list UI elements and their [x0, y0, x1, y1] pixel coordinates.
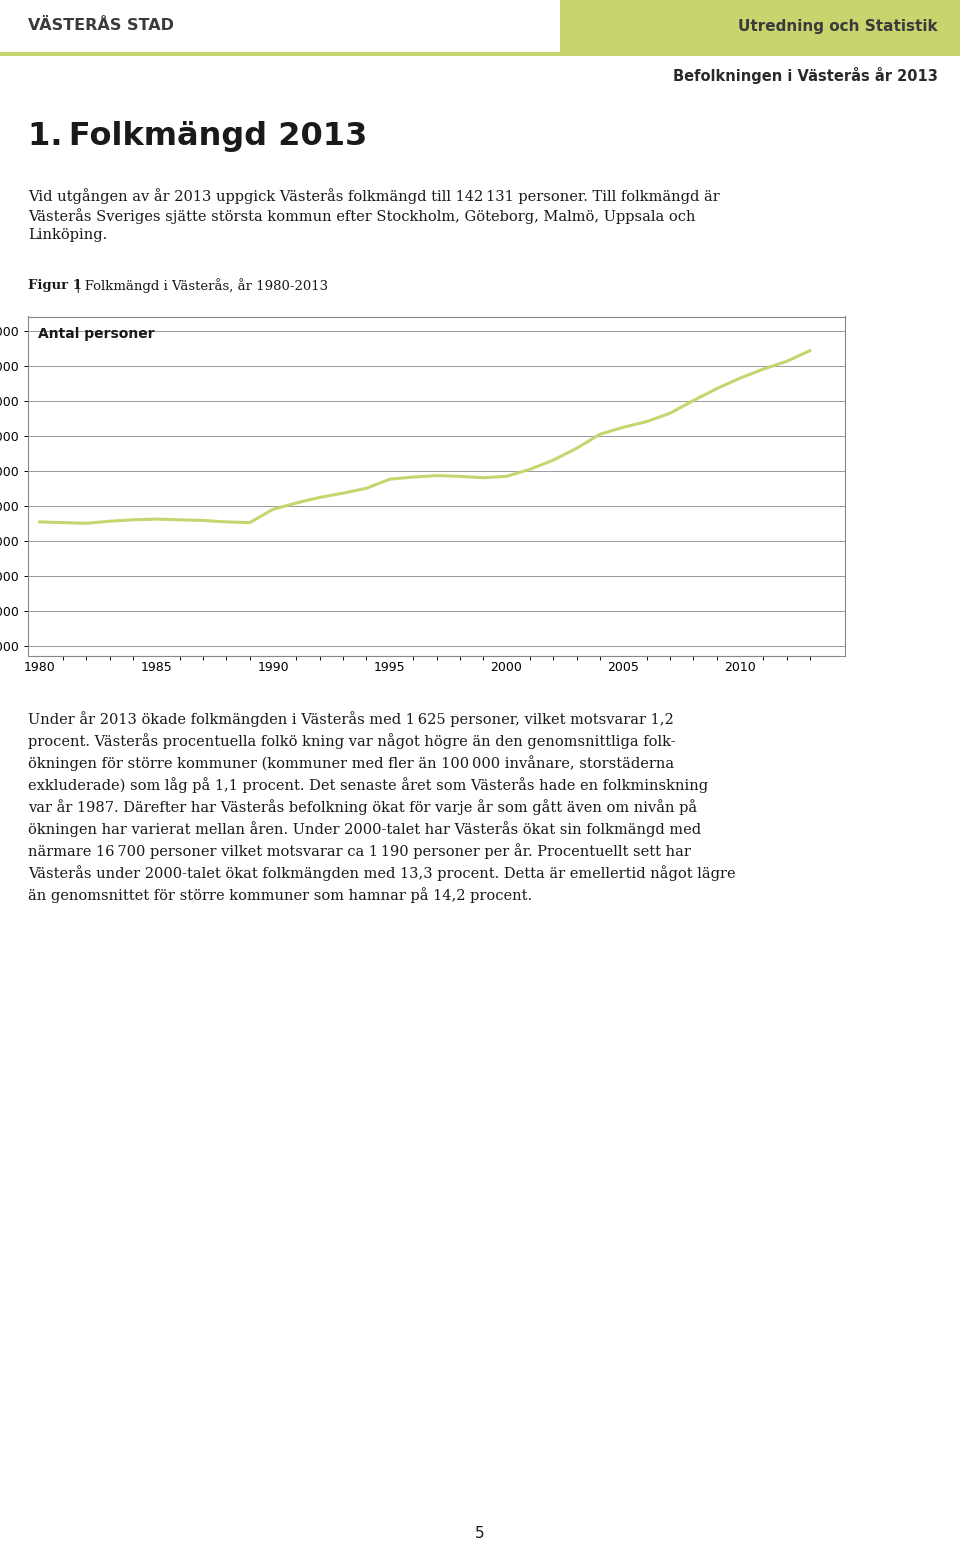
Text: Vid utgången av år 2013 uppgick Västerås folkmängd till 142 131 personer. Till f: Vid utgången av år 2013 uppgick Västerås…: [28, 189, 720, 205]
Text: | Folkmängd i Västerås, år 1980-2013: | Folkmängd i Västerås, år 1980-2013: [76, 278, 328, 294]
Bar: [0, 52, 960, 55]
Text: Västerås Sveriges sjätte största kommun efter Stockholm, Göteborg, Malmö, Uppsal: Västerås Sveriges sjätte största kommun …: [28, 208, 695, 224]
Text: Linköping.: Linköping.: [28, 228, 108, 242]
Text: procent. Västerås procentuella folkö kning var något högre än den genomsnittliga: procent. Västerås procentuella folkö kni…: [28, 734, 676, 749]
Bar: [560, 0, 960, 52]
Text: Under år 2013 ökade folkmängden i Västerås med 1 625 personer, vilket motsvarar : Under år 2013 ökade folkmängden i Väster…: [28, 712, 674, 727]
Text: Antal personer: Antal personer: [37, 327, 155, 341]
Text: ökningen har varierat mellan åren. Under 2000-talet har Västerås ökat sin folkmä: ökningen har varierat mellan åren. Under…: [28, 821, 701, 837]
Text: 1. Folkmängd 2013: 1. Folkmängd 2013: [28, 120, 368, 152]
Text: Västerås under 2000-talet ökat folkmängden med 13,3 procent. Detta är emellertid: Västerås under 2000-talet ökat folkmängd…: [28, 865, 735, 882]
Text: Utredning och Statistik: Utredning och Statistik: [738, 19, 938, 33]
Text: var år 1987. Därefter har Västerås befolkning ökat för varje år som gått även om: var år 1987. Därefter har Västerås befol…: [28, 799, 697, 815]
Text: Befolkningen i Västerås år 2013: Befolkningen i Västerås år 2013: [673, 67, 938, 84]
Text: närmare 16 700 personer vilket motsvarar ca 1 190 personer per år. Procentuellt : närmare 16 700 personer vilket motsvarar…: [28, 843, 691, 859]
Text: ökningen för större kommuner (kommuner med fler än 100 000 invånare, storstädern: ökningen för större kommuner (kommuner m…: [28, 755, 674, 771]
Text: VÄSTERÅS STAD: VÄSTERÅS STAD: [28, 19, 174, 33]
Text: än genomsnittet för större kommuner som hamnar på 14,2 procent.: än genomsnittet för större kommuner som …: [28, 887, 532, 904]
Text: 5: 5: [475, 1526, 485, 1542]
Text: exkluderade) som låg på 1,1 procent. Det senaste året som Västerås hade en folkm: exkluderade) som låg på 1,1 procent. Det…: [28, 777, 708, 793]
Text: Figur 1: Figur 1: [28, 278, 82, 291]
